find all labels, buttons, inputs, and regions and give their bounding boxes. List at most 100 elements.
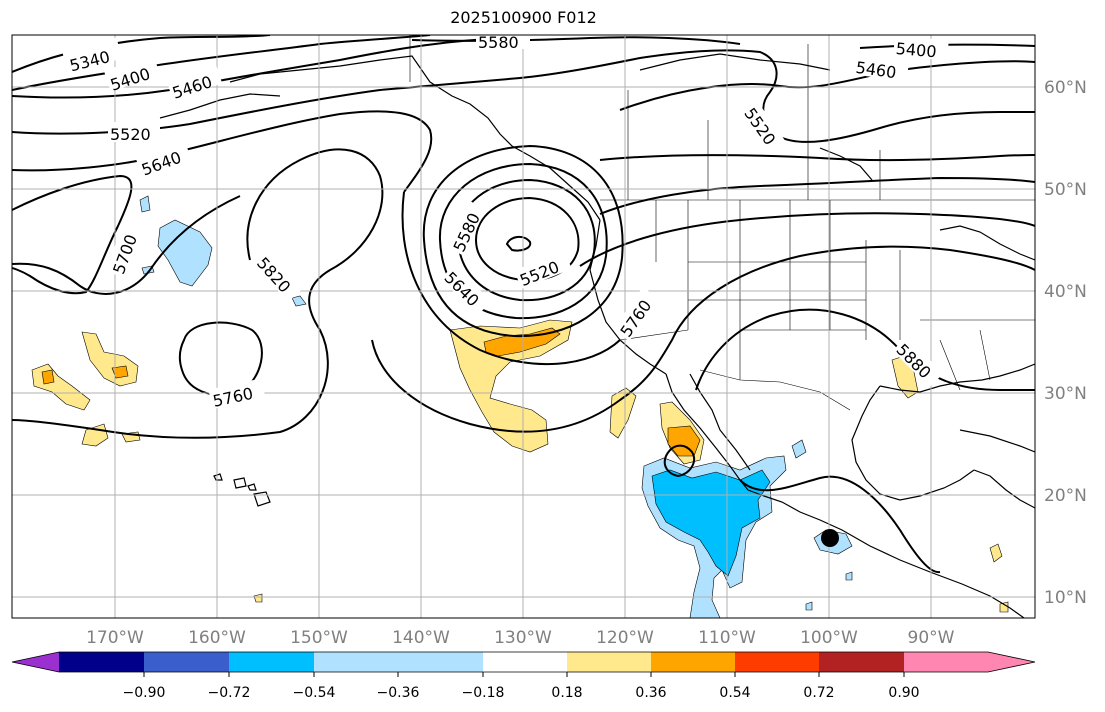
coast-canada-n — [639, 53, 831, 71]
colorbar-segment — [904, 652, 988, 672]
lon-label: 160°W — [188, 628, 246, 648]
colorbar-segment — [398, 652, 483, 672]
shade-orange-wp2 — [41, 369, 55, 385]
lon-label: 110°W — [698, 628, 756, 648]
map-title: 2025100900 F012 — [450, 8, 597, 27]
coast-cuba — [959, 429, 1035, 453]
storm-marker — [821, 529, 839, 547]
contour-5880-south — [739, 475, 941, 574]
lat-label: 20°N — [1044, 486, 1087, 506]
lat-label: 60°N — [1044, 78, 1087, 98]
lon-label: 90°W — [908, 628, 955, 648]
coast-hawaii-2 — [233, 477, 247, 489]
shade-lightblue-ep4 — [845, 571, 853, 581]
colorbar-segment — [483, 652, 567, 672]
lon-label: 120°W — [596, 628, 654, 648]
coast-lakes — [939, 225, 1035, 261]
coast-alaska — [229, 55, 601, 221]
latitude-axis: 60°N 50°N 40°N 30°N 20°N 10°N — [1044, 78, 1087, 608]
colorbar-tick-label: −0.18 — [462, 685, 505, 701]
shade-deepblue-ep — [651, 469, 771, 577]
shade-yellow-wp5 — [253, 593, 263, 603]
coast-baja — [665, 373, 749, 491]
colorbar-segment — [567, 652, 651, 672]
lat-label: 30°N — [1044, 384, 1087, 404]
coast-alaska-peninsula — [159, 93, 281, 119]
contour-label: 5400 — [895, 39, 937, 61]
coast-gulf — [851, 385, 975, 501]
shade-blue-small-1 — [139, 195, 151, 213]
contour-low-6 — [401, 191, 621, 366]
contour-5880 — [695, 308, 1035, 391]
contour-baja-loop — [663, 444, 696, 478]
contour-5460-east — [619, 60, 1035, 111]
shade-yellow-baja1 — [609, 387, 637, 439]
coast-hawaii-4 — [247, 483, 257, 491]
lon-label: 140°W — [392, 628, 450, 648]
colorbar-segment — [229, 652, 314, 672]
colorbar-segment — [651, 652, 735, 672]
contour-5640-east — [599, 176, 1035, 215]
coast-yucatan — [973, 469, 1035, 509]
colorbar-tick-label: 0.36 — [635, 685, 666, 701]
coastline-layer — [159, 53, 1035, 618]
lon-label: 170°W — [86, 628, 144, 648]
contour-low-1 — [505, 236, 532, 252]
contour-5700 — [12, 174, 133, 295]
contour-labels: 5340 5400 5460 5580 5400 5460 5520 5640 … — [62, 35, 949, 411]
map-frame — [11, 34, 1036, 619]
contour-5820 — [12, 148, 384, 439]
shade-yellow-ca3 — [999, 601, 1009, 613]
colorbar-tick-label: 0.72 — [803, 685, 834, 701]
contour-5640-west — [12, 110, 433, 193]
lon-label: 130°W — [494, 628, 552, 648]
colorbar-tick-label: −0.90 — [123, 685, 166, 701]
contour-5400-east — [859, 43, 1035, 49]
shade-yellow-ca — [449, 319, 573, 453]
colorbar-ticks — [143, 672, 905, 677]
shade-yellow-ca2 — [989, 543, 1003, 563]
contour-label: 5520 — [110, 125, 151, 144]
coast-hawaii-1 — [213, 473, 223, 481]
contour-low-3 — [456, 178, 596, 302]
colorbar: −0.90 −0.72 −0.54 −0.36 −0.18 0.18 0.36 … — [11, 651, 1036, 701]
contour-5580-east — [599, 154, 1035, 162]
colorbar-extend-max — [988, 652, 1035, 672]
coast-gulf-n — [879, 363, 1035, 393]
contour-low-5 — [422, 144, 624, 338]
colorbar-segment — [735, 652, 819, 672]
contour-low-2 — [474, 196, 580, 282]
colorbar-tick-label: 0.90 — [888, 685, 919, 701]
colorbar-tick-label: 0.18 — [551, 685, 582, 701]
contour-5340 — [12, 35, 271, 73]
longitude-axis: 170°W 160°W 150°W 140°W 130°W 120°W 110°… — [86, 628, 955, 648]
coast-gulf-ca — [689, 373, 751, 471]
political-boundaries — [409, 35, 1035, 411]
colorbar-segment — [314, 652, 398, 672]
coast-mexico-w — [747, 489, 1025, 618]
colorbar-segment — [59, 652, 144, 672]
contour-5700-east — [579, 212, 1035, 267]
lon-label: 150°W — [290, 628, 348, 648]
contour-5760-east — [371, 245, 1035, 433]
shade-lightblue-ep2 — [791, 439, 807, 459]
colorbar-outline — [11, 651, 1036, 673]
colorbar-extend-min — [12, 652, 59, 672]
contour-5400-west — [12, 35, 431, 91]
lat-label: 50°N — [1044, 180, 1087, 200]
lon-label: 100°W — [800, 628, 858, 648]
shade-blue-small-3 — [291, 295, 307, 307]
colorbar-tick-label: −0.54 — [293, 685, 336, 701]
colorbar-segment — [819, 652, 904, 672]
colorbar-tick-label: 0.54 — [719, 685, 750, 701]
contour-5520-west — [12, 49, 1035, 143]
lat-label: 10°N — [1044, 588, 1087, 608]
contour-5460-west — [12, 37, 511, 99]
lat-label: 40°N — [1044, 282, 1087, 302]
colorbar-tick-label: −0.36 — [377, 685, 420, 701]
coast-hawaii-3 — [253, 491, 271, 507]
colorbar-tick-label: −0.72 — [208, 685, 251, 701]
contour-5580-top — [411, 36, 741, 45]
coast-hudson — [819, 147, 873, 181]
